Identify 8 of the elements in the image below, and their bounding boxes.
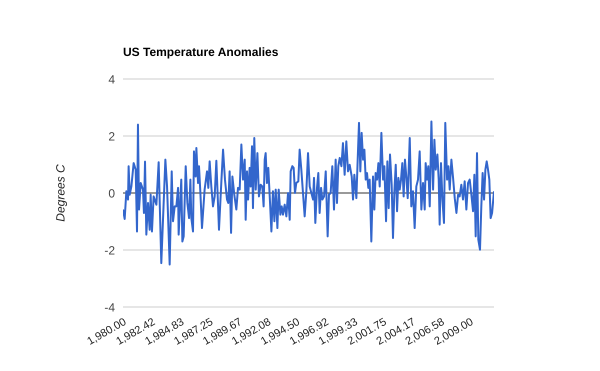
line-series (123, 120, 494, 266)
y-tick-label: 2 (108, 129, 116, 144)
y-tick-label: -4 (104, 300, 116, 314)
y-tick-label: -2 (104, 243, 116, 258)
y-tick-label: 0 (108, 186, 116, 200)
y-tick-label: 4 (108, 72, 116, 86)
chart-title: US Temperature Anomalies (123, 45, 278, 59)
y-axis-title: Degrees C (53, 164, 68, 222)
